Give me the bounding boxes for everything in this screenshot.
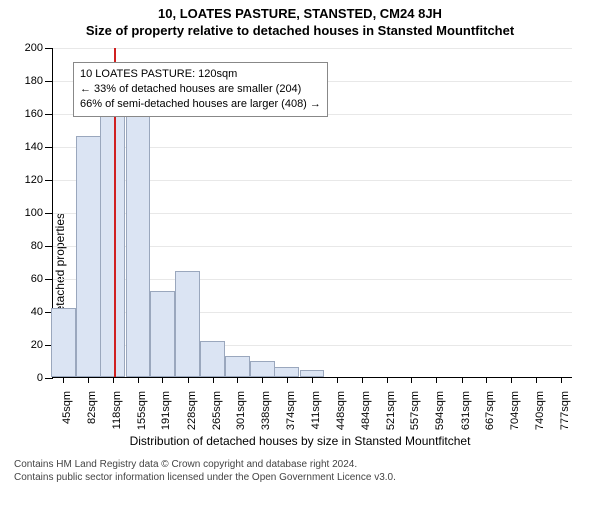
x-tick [237,377,238,383]
x-tick [387,377,388,383]
x-tick-label: 265sqm [211,391,223,430]
x-tick-label: 228sqm [186,391,198,430]
y-tick-label: 20 [31,339,53,351]
page-title-line2: Size of property relative to detached ho… [0,23,600,38]
x-tick-label: 301sqm [235,391,247,430]
x-tick-label: 338sqm [260,391,272,430]
gridline [53,48,572,49]
info-box-line1: 10 LOATES PASTURE: 120sqm [80,67,321,82]
x-tick [213,377,214,383]
x-tick [63,377,64,383]
plot-area: 02040608010012014016018020045sqm82sqm118… [52,48,572,378]
x-tick [486,377,487,383]
x-tick-label: 448sqm [335,391,347,430]
histogram-bar [51,308,76,377]
x-tick [436,377,437,383]
page-title-line1: 10, LOATES PASTURE, STANSTED, CM24 8JH [0,6,600,21]
x-tick [362,377,363,383]
x-tick [113,377,114,383]
x-tick [188,377,189,383]
x-tick [337,377,338,383]
x-tick-label: 82sqm [86,391,98,424]
histogram-bar [150,291,175,377]
x-tick [411,377,412,383]
x-tick [162,377,163,383]
x-tick [138,377,139,383]
histogram-bar [250,361,275,378]
x-tick-label: 191sqm [160,391,172,430]
y-tick-label: 180 [25,75,53,87]
x-tick-label: 118sqm [111,391,123,429]
x-tick-label: 374sqm [285,391,297,430]
x-tick-label: 631sqm [460,391,472,430]
x-tick [262,377,263,383]
x-axis-label: Distribution of detached houses by size … [0,434,600,448]
x-tick [536,377,537,383]
histogram-bar [76,136,101,377]
x-tick-label: 667sqm [484,391,496,430]
footer-line1: Contains HM Land Registry data © Crown c… [14,458,586,471]
x-tick-label: 594sqm [434,391,446,430]
x-tick-label: 704sqm [509,391,521,430]
info-box: 10 LOATES PASTURE: 120sqm ← 33% of detac… [73,62,328,117]
y-tick-label: 120 [25,174,53,186]
x-tick-label: 521sqm [385,391,397,430]
x-tick-label: 45sqm [61,391,73,424]
y-tick-label: 80 [31,240,53,252]
x-tick [561,377,562,383]
x-tick [88,377,89,383]
y-tick-label: 40 [31,306,53,318]
info-box-line2: ← 33% of detached houses are smaller (20… [80,82,321,97]
histogram-bar [300,370,325,377]
x-tick-label: 155sqm [136,391,148,430]
footer: Contains HM Land Registry data © Crown c… [14,458,586,484]
x-tick-label: 411sqm [310,391,322,429]
x-tick [287,377,288,383]
y-tick-label: 200 [25,42,53,54]
histogram-bar [100,100,125,377]
histogram-bar [200,341,225,377]
y-tick-label: 140 [25,141,53,153]
x-tick-label: 740sqm [534,391,546,430]
y-tick-label: 160 [25,108,53,120]
x-tick-label: 484sqm [360,391,372,430]
info-box-line3: 66% of semi-detached houses are larger (… [80,97,321,112]
x-tick-label: 557sqm [409,391,421,430]
histogram-bar [274,367,299,377]
x-tick [511,377,512,383]
chart-container: Number of detached properties 0204060801… [52,48,572,378]
footer-line2: Contains public sector information licen… [14,471,586,484]
x-tick [312,377,313,383]
y-tick-label: 100 [25,207,53,219]
histogram-bar [126,100,151,377]
x-tick [462,377,463,383]
x-tick-label: 777sqm [559,391,571,430]
y-tick-label: 60 [31,273,53,285]
histogram-bar [175,271,200,377]
histogram-bar [225,356,250,377]
